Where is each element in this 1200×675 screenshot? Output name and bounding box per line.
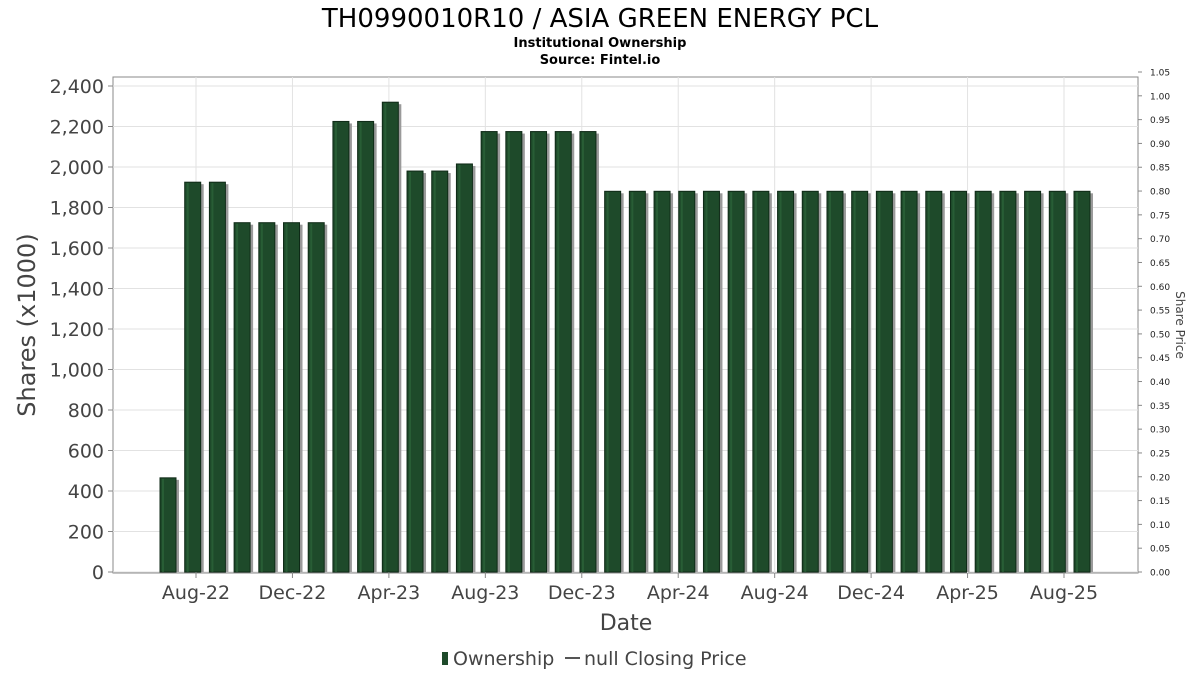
bar-highlight	[1076, 192, 1078, 573]
y2-tick-label: 0.55	[1150, 307, 1170, 317]
bar-highlight	[828, 192, 831, 573]
x-tick-label: Aug-23	[451, 582, 519, 604]
bar-highlight	[927, 192, 930, 573]
y-tick-label: 200	[68, 522, 104, 544]
y2-tick-label: 0.50	[1150, 330, 1170, 340]
y2-tick-label: 1.00	[1150, 92, 1170, 102]
legend-label-ownership: Ownership	[453, 648, 554, 670]
x-tick-label: Aug-24	[741, 582, 809, 604]
y2-tick-label: 0.90	[1150, 140, 1170, 150]
bar-highlight	[1026, 192, 1029, 573]
y2-tick-label: 1.05	[1150, 69, 1170, 79]
y-tick-label: 1,200	[50, 319, 104, 341]
y2-tick-label: 0.80	[1150, 188, 1170, 198]
y2-tick-label: 0.40	[1150, 378, 1170, 388]
bar-highlight	[878, 192, 881, 573]
y-tick-label: 1,600	[50, 238, 104, 260]
y2-tick-label: 0.20	[1150, 473, 1170, 483]
bar-highlight	[606, 192, 609, 573]
y2-tick-label: 0.10	[1150, 521, 1170, 531]
legend-label-price: null Closing Price	[584, 648, 747, 670]
x-tick-label: Apr-24	[647, 582, 710, 604]
legend: Ownership null Closing Price	[442, 648, 747, 670]
bar-highlight	[162, 478, 164, 572]
x-axis-label: Date	[600, 611, 653, 636]
bar-highlight	[779, 192, 782, 573]
bar-highlight	[285, 223, 288, 572]
y2-tick-label: 0.15	[1150, 497, 1170, 507]
y2-tick-label: 0.45	[1150, 354, 1170, 364]
bar-highlight	[310, 223, 313, 572]
x-tick-label: Aug-25	[1030, 582, 1098, 604]
bar-highlight	[507, 132, 510, 572]
bar-highlight	[1051, 192, 1054, 573]
x-tick-label: Aug-22	[162, 582, 230, 604]
y-tick-label: 1,800	[50, 198, 104, 220]
bar-highlight	[952, 192, 955, 573]
y-axis-left: 0 200 400 600 800 1,000 1,200 1,400 1,600 1,800 2,…	[50, 76, 113, 584]
bar-highlight	[903, 192, 906, 573]
x-tick-label: Dec-23	[548, 582, 616, 604]
bar-highlight	[557, 132, 560, 572]
bar-highlight	[186, 183, 189, 572]
x-tick-label: Apr-25	[936, 582, 999, 604]
bar-highlight	[236, 223, 239, 572]
bar-highlight	[631, 192, 634, 573]
y-axis-label: Shares (x1000)	[13, 233, 41, 416]
bar-series-ownership	[159, 101, 1093, 573]
y-tick-label: 2,400	[50, 76, 104, 98]
y2-tick-label: 0.60	[1150, 283, 1170, 293]
y2-tick-label: 0.35	[1150, 402, 1170, 412]
chart-title: TH0990010R10 / ASIA GREEN ENERGY PCL	[321, 4, 879, 34]
y2-tick-label: 0.85	[1150, 164, 1170, 174]
y2-tick-label: 0.65	[1150, 259, 1170, 269]
bar-highlight	[260, 223, 263, 572]
bar-highlight	[581, 132, 584, 572]
y-axis-right: 0.00 0.05 0.10 0.15 0.20 0.25 0.30 0.35 0.40 0.45…	[1138, 69, 1170, 579]
y2-tick-label: 0.05	[1150, 545, 1170, 555]
chart-subtitle-ownership: Institutional Ownership	[514, 36, 687, 51]
bar-highlight	[532, 132, 535, 572]
bar-highlight	[680, 192, 683, 573]
legend-swatch-ownership	[442, 652, 448, 665]
y2-tick-label: 0.75	[1150, 211, 1170, 221]
x-axis: Aug-22 Dec-22 Apr-23 Aug-23 Dec-23 Apr-24 Aug-…	[162, 573, 1098, 604]
y2-tick-label: 0.30	[1150, 426, 1170, 436]
bar-highlight	[977, 192, 980, 573]
y-tick-label: 2,000	[50, 157, 104, 179]
bar-highlight	[730, 192, 733, 573]
y2-tick-label: 0.25	[1150, 449, 1170, 459]
y-tick-label: 2,200	[50, 117, 104, 139]
bar-highlight	[483, 132, 486, 572]
bar-highlight	[656, 192, 659, 573]
y-tick-label: 1,000	[50, 360, 104, 382]
y-tick-label: 0	[92, 562, 104, 584]
y2-tick-label: 0.00	[1150, 569, 1170, 579]
bar-highlight	[359, 122, 362, 572]
x-tick-label: Dec-24	[837, 582, 905, 604]
y2-tick-label: 0.95	[1150, 116, 1170, 126]
bar-highlight	[433, 172, 436, 573]
bar-highlight	[334, 122, 337, 572]
bar-highlight	[211, 183, 214, 572]
y2-tick-label: 0.70	[1150, 235, 1170, 245]
y-tick-label: 1,400	[50, 279, 104, 301]
y-tick-label: 800	[68, 400, 104, 422]
bar-highlight	[705, 192, 708, 573]
bar-highlight	[384, 103, 387, 572]
y2-axis-label: Share Price	[1173, 291, 1187, 359]
x-tick-label: Dec-22	[259, 582, 327, 604]
bar-highlight	[458, 164, 461, 572]
chart-subtitle-source: Source: Fintel.io	[540, 53, 661, 68]
bar-highlight	[1001, 192, 1004, 573]
bar-highlight	[853, 192, 856, 573]
bar-highlight	[804, 192, 807, 573]
y-tick-label: 600	[68, 441, 104, 463]
bar-highlight	[409, 172, 412, 573]
x-tick-label: Apr-23	[358, 582, 421, 604]
bar-highlight	[754, 192, 757, 573]
y-tick-label: 400	[68, 481, 104, 503]
